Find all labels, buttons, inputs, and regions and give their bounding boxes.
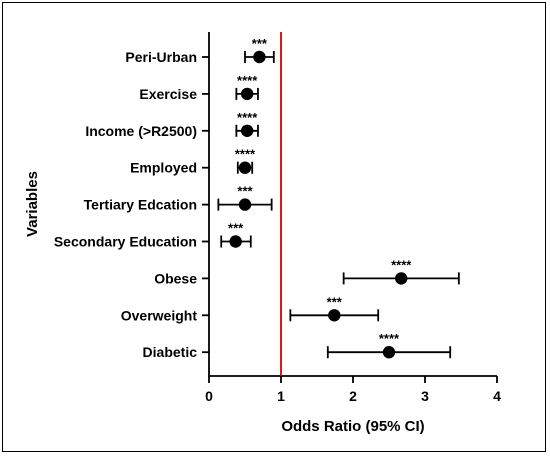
odds-ratio-point	[328, 309, 341, 322]
category-label: Peri-Urban	[125, 49, 197, 65]
category-label: Tertiary Edcation	[84, 197, 197, 213]
significance-label: ***	[252, 36, 268, 51]
significance-label: ****	[237, 73, 258, 88]
odds-ratio-point	[240, 87, 254, 101]
significance-label: ****	[235, 147, 256, 162]
significance-label: ***	[327, 294, 343, 309]
significance-label: ****	[237, 110, 258, 125]
odds-ratio-point	[229, 235, 242, 248]
category-label: Exercise	[139, 86, 197, 102]
category-label: Overweight	[121, 307, 198, 323]
category-label: Employed	[130, 160, 197, 176]
x-tick-label: 1	[277, 388, 285, 404]
odds-ratio-point	[238, 161, 252, 174]
y-axis-title: Variables	[24, 171, 41, 237]
x-axis-title: Odds Ratio (95% CI)	[281, 418, 424, 435]
x-tick-label: 2	[349, 388, 357, 404]
chart-frame	[2, 2, 546, 452]
category-label: Secondary Education	[54, 234, 197, 250]
odds-ratio-point	[382, 346, 396, 359]
odds-ratio-point	[395, 272, 408, 285]
category-label: Income (>R2500)	[85, 123, 197, 139]
significance-label: ***	[228, 221, 244, 236]
category-label: Diabetic	[143, 344, 198, 360]
category-label: Obese	[154, 270, 197, 286]
x-tick-label: 0	[205, 388, 213, 404]
x-tick-label: 3	[421, 388, 429, 404]
x-tick-label: 4	[493, 388, 501, 404]
significance-label: ****	[379, 331, 400, 346]
odds-ratio-point	[253, 50, 266, 64]
significance-label: ***	[237, 184, 253, 199]
odds-ratio-point	[240, 124, 254, 137]
odds-ratio-point	[238, 198, 252, 211]
significance-label: ****	[391, 257, 412, 272]
